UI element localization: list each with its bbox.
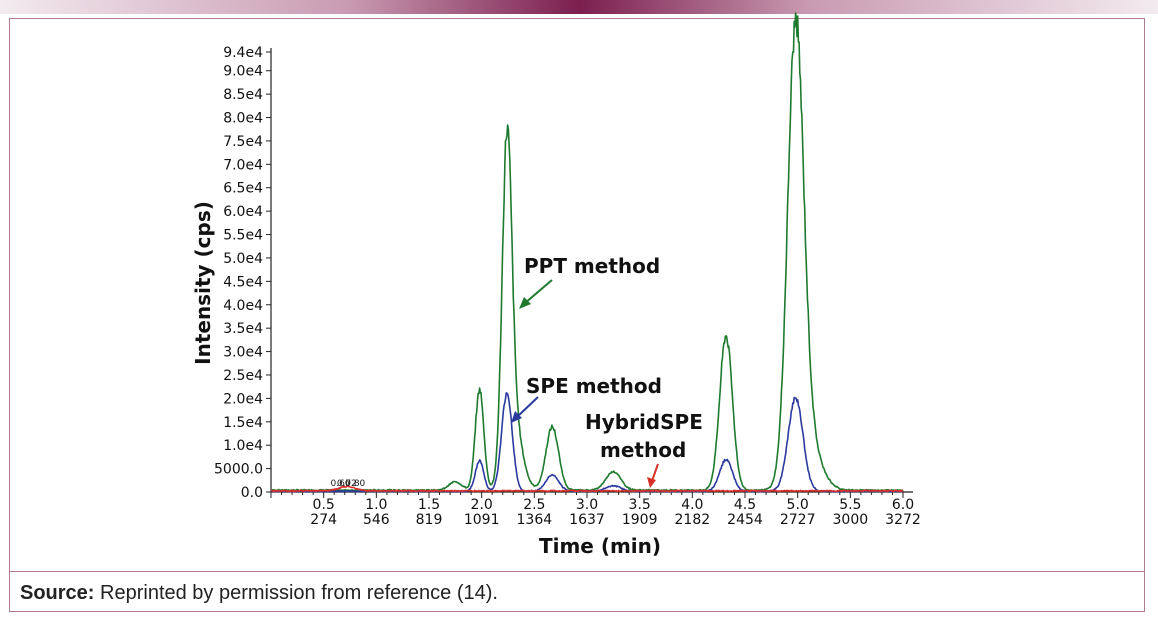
- y-tick-label: 5.5e4: [223, 228, 263, 244]
- y-tick-label: 2.5e4: [223, 368, 263, 384]
- x-tick-label: 5.0: [787, 497, 809, 513]
- y-tick-label: 3.0e4: [223, 345, 263, 361]
- y-tick-label: 9.0e4: [223, 64, 263, 80]
- x-tick-scan-label: 2727: [780, 512, 816, 528]
- peak-time-label: 0.80: [345, 479, 365, 489]
- plot-area: [270, 12, 913, 493]
- y-tick-label: 7.5e4: [223, 134, 263, 150]
- arrow-hybrid: [651, 463, 659, 482]
- x-tick-scan-label: 546: [363, 512, 390, 528]
- y-tick-label: 9.4e4: [223, 45, 263, 61]
- caption-divider: [10, 571, 1144, 572]
- x-tick-label: 1.0: [365, 497, 387, 513]
- x-axis-label: Time (min): [539, 534, 661, 558]
- x-tick-label: 4.5: [734, 497, 756, 513]
- peak-time-label: 0.66: [330, 479, 350, 489]
- x-tick-scan-label: 2454: [727, 512, 763, 528]
- x-tick-scan-label: 274: [310, 512, 337, 528]
- y-axis-ticks: 0.0 5000.0 1.0e4 1.5e4 2.0e4 2.5e4 3.0e4 3.5e4 4…: [214, 45, 271, 501]
- y-tick-label: 3.5e4: [223, 321, 263, 337]
- arrow-hybrid-head: [647, 477, 656, 488]
- x-tick-label: 4.0: [681, 497, 703, 513]
- annotation-arrows: [511, 279, 659, 488]
- arrow-spe-head: [511, 411, 522, 423]
- x-tick-scan-label: 1909: [622, 512, 658, 528]
- y-tick-label: 7.0e4: [223, 157, 263, 173]
- y-tick-label: 8.0e4: [223, 111, 263, 127]
- x-tick-scan-label: 1091: [464, 512, 500, 528]
- annotation-spe: SPE method: [526, 374, 662, 398]
- y-tick-label: 8.5e4: [223, 87, 263, 103]
- y-tick-label: 4.5e4: [223, 274, 263, 290]
- x-tick-scan-label: 1637: [569, 512, 605, 528]
- y-tick-label: 1.0e4: [223, 438, 263, 454]
- x-tick-scan-label: 819: [416, 512, 443, 528]
- arrow-spe: [516, 396, 539, 418]
- y-tick-label: 5000.0: [214, 462, 263, 478]
- x-tick-scan-label: 1364: [517, 512, 553, 528]
- x-tick-label: 0.5: [313, 497, 335, 513]
- y-tick-label: 2.0e4: [223, 391, 263, 407]
- arrow-ppt-head: [519, 297, 531, 309]
- x-tick-scan-label: 3000: [833, 512, 869, 528]
- x-tick-label: 5.5: [839, 497, 861, 513]
- peak-labels: 0.660.720.80: [330, 479, 365, 489]
- top-accent-bar: [0, 0, 1158, 14]
- x-tick-label: 6.0: [892, 497, 914, 513]
- chromatogram-chart: 0.0 5000.0 1.0e4 1.5e4 2.0e4 2.5e4 3.0e4 3.5e4 4…: [191, 12, 921, 558]
- annotation-ppt: PPT method: [524, 254, 660, 278]
- y-tick-label: 0.0: [241, 485, 263, 501]
- annotation-hybrid-1: HybridSPE: [585, 410, 703, 434]
- arrow-ppt: [524, 279, 553, 304]
- x-tick-label: 2.5: [523, 497, 545, 513]
- y-tick-label: 4.0e4: [223, 298, 263, 314]
- annotation-hybrid-2: method: [600, 438, 686, 462]
- peak-time-label: 0.72: [337, 479, 357, 489]
- y-tick-label: 5.0e4: [223, 251, 263, 267]
- y-tick-label: 1.5e4: [223, 415, 263, 431]
- y-tick-label: 6.0e4: [223, 204, 263, 220]
- y-tick-label: 6.5e4: [223, 181, 263, 197]
- series-line-hybridspe-method: [270, 485, 904, 493]
- x-tick-scan-label: 2182: [675, 512, 711, 528]
- source-text: Reprinted by permission from reference (…: [94, 582, 498, 604]
- x-tick-scan-label: 3272: [885, 512, 921, 528]
- series-line-spe-method: [270, 392, 904, 493]
- source-caption: Source: Reprinted by permission from ref…: [20, 582, 498, 605]
- figure-frame: Source: Reprinted by permission from ref…: [9, 18, 1145, 612]
- x-tick-label: 3.0: [576, 497, 598, 513]
- x-tick-label: 3.5: [629, 497, 651, 513]
- source-label: Source:: [20, 582, 95, 604]
- x-tick-label: 1.5: [418, 497, 440, 513]
- x-tick-label: 2.0: [471, 497, 493, 513]
- y-axis-label: Intensity (cps): [191, 201, 215, 365]
